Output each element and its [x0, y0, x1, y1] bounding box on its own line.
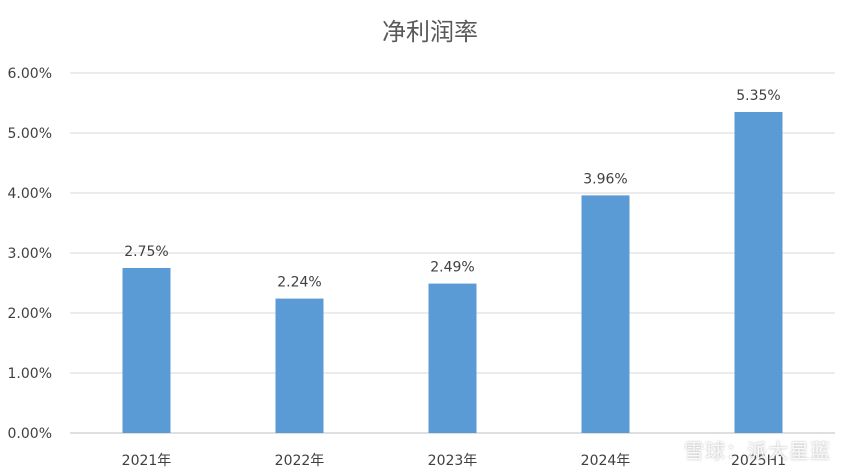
- bar: [734, 112, 783, 433]
- data-label: 2.49%: [430, 260, 474, 276]
- y-tick-label: 3.00%: [8, 246, 52, 262]
- y-tick-label: 6.00%: [8, 66, 52, 82]
- x-tick-label: 2025H1: [731, 453, 786, 469]
- watermark: 雪球：派大星蓝: [684, 439, 831, 463]
- y-tick-label: 1.00%: [8, 366, 52, 382]
- chart-title: 净利润率: [382, 18, 478, 46]
- bar: [428, 283, 477, 433]
- bar: [275, 298, 324, 433]
- y-tick-label: 4.00%: [8, 186, 52, 202]
- data-labels: 2.75% 2.24% 2.49% 3.96% 5.35%: [124, 88, 780, 291]
- data-label: 2.75%: [124, 244, 168, 260]
- x-axis-tick-labels: 2021年 2022年 2023年 2024年 2025H1: [122, 453, 786, 469]
- y-tick-label: 0.00%: [8, 426, 52, 442]
- data-label: 5.35%: [736, 88, 780, 104]
- bar: [122, 268, 171, 433]
- y-axis-tick-labels: 0.00% 1.00% 2.00% 3.00% 4.00% 5.00% 6.00%: [8, 66, 52, 442]
- y-tick-label: 2.00%: [8, 306, 52, 322]
- x-tick-label: 2022年: [275, 453, 325, 469]
- bars: [122, 112, 783, 433]
- x-tick-label: 2024年: [581, 453, 631, 469]
- bar: [581, 195, 630, 433]
- y-tick-label: 5.00%: [8, 126, 52, 142]
- data-label: 3.96%: [583, 171, 627, 187]
- x-tick-label: 2021年: [122, 453, 172, 469]
- data-label: 2.24%: [277, 275, 321, 291]
- x-tick-label: 2023年: [428, 453, 478, 469]
